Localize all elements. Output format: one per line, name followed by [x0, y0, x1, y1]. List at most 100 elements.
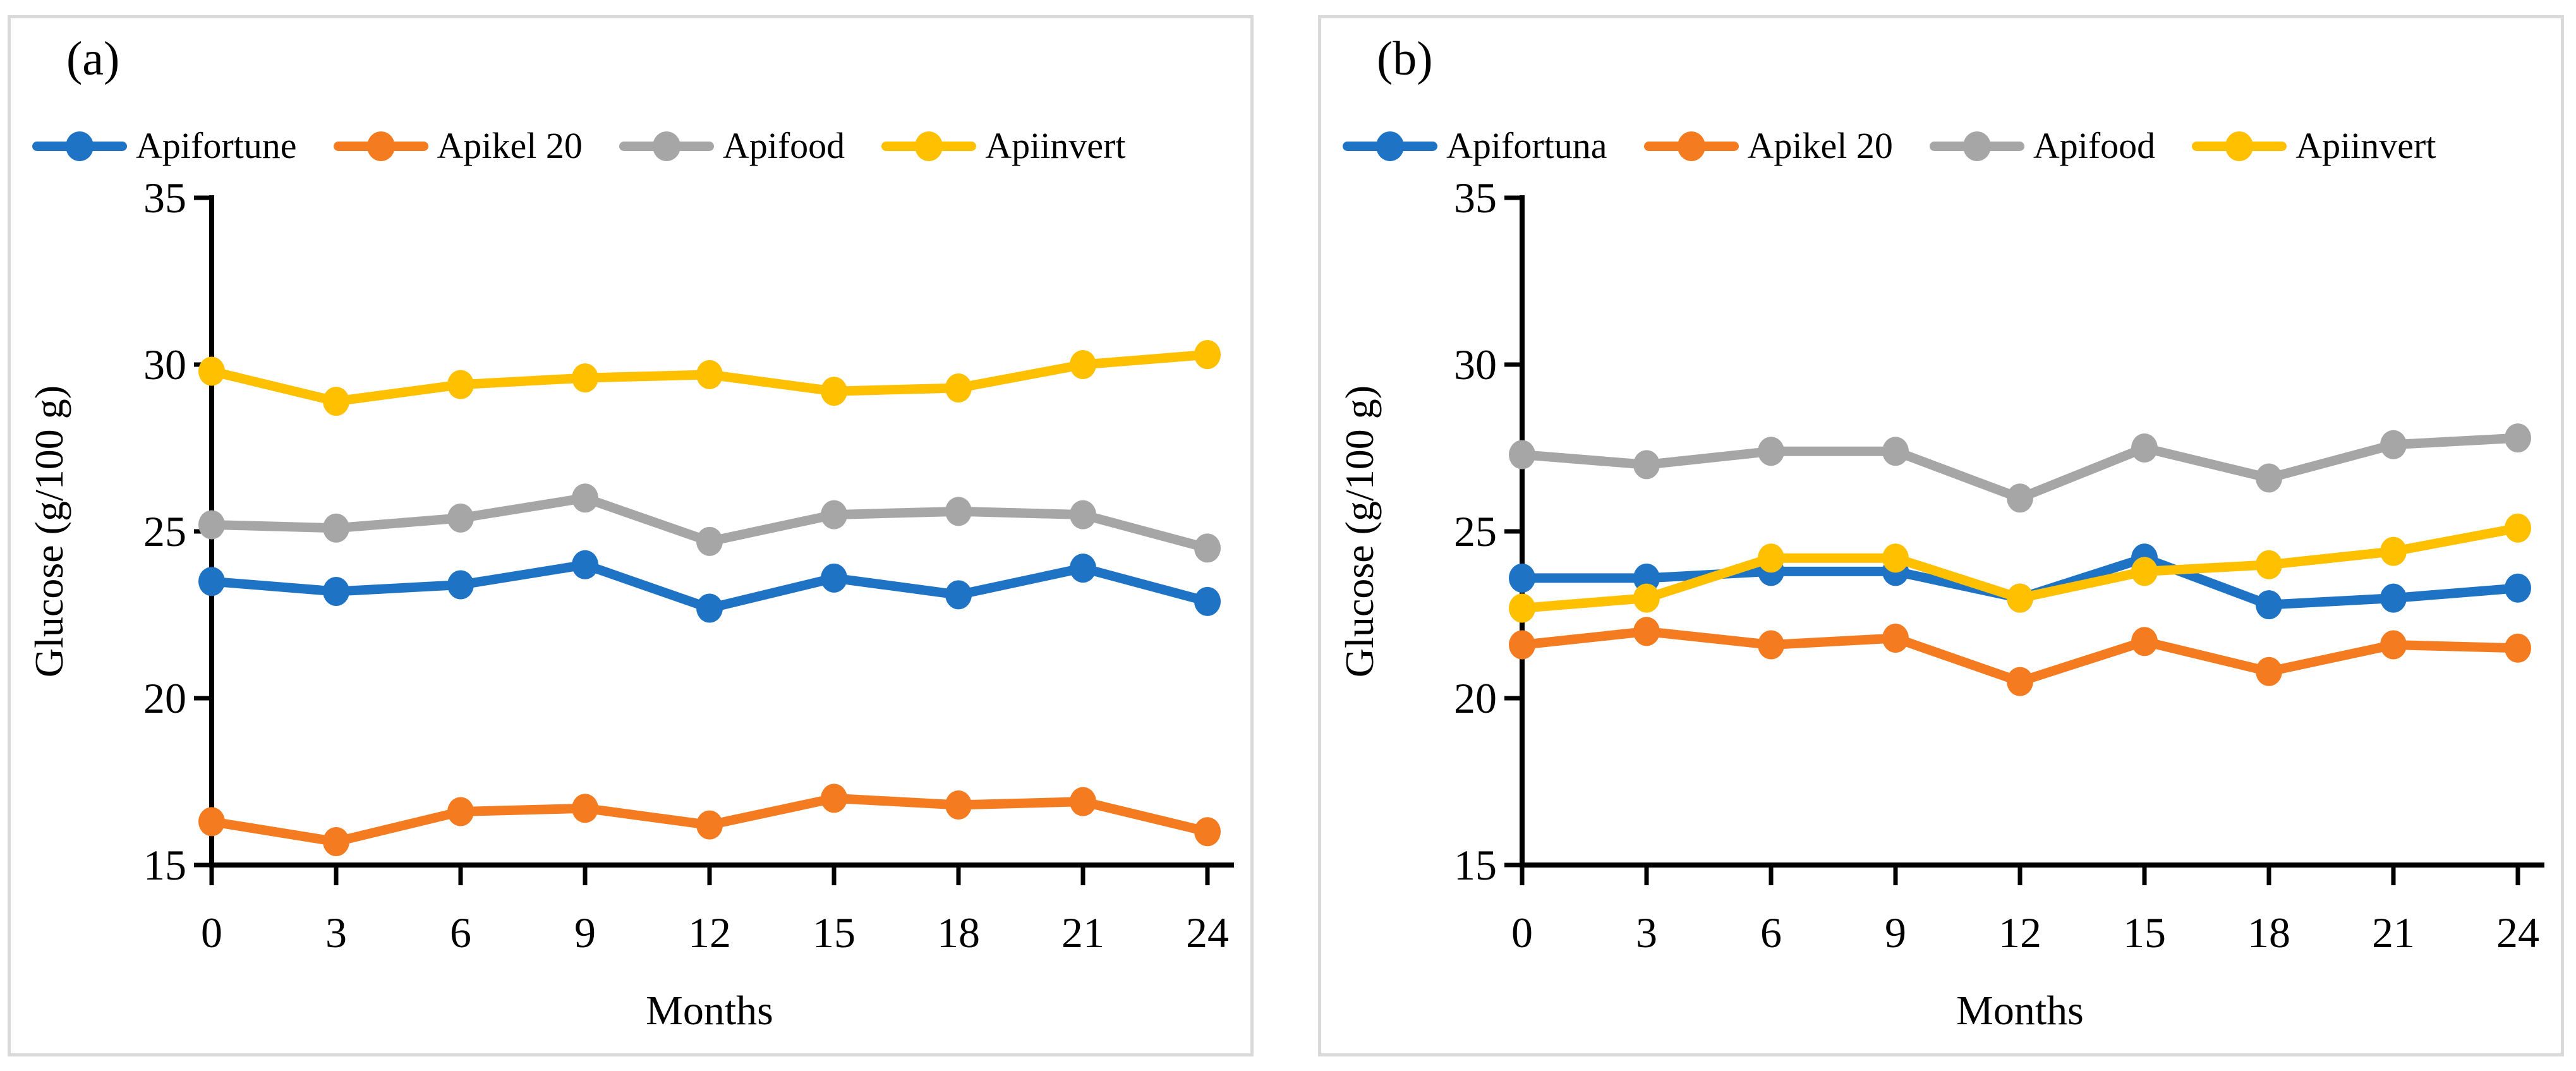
legend-item-apikel-20: Apikel 20: [333, 124, 583, 167]
legend-marker-dot: [1376, 131, 1404, 161]
x-tick-label: 12: [1999, 909, 2041, 957]
legend-marker-dot: [2225, 131, 2254, 161]
x-axis-title: Months: [646, 988, 773, 1034]
data-point-marker: [1194, 340, 1221, 370]
legend-marker-dot: [1962, 131, 1991, 161]
data-point-marker: [1509, 440, 1535, 469]
y-tick-label: 20: [1454, 674, 1497, 722]
x-tick-label: 6: [450, 909, 471, 957]
data-point-marker: [1509, 630, 1535, 660]
legend-item-apifortuna: Apifortuna: [1343, 124, 1607, 167]
data-point-marker: [1882, 543, 1909, 573]
data-point-marker: [2380, 430, 2407, 459]
legend-marker-dot: [66, 131, 94, 161]
data-point-marker: [447, 797, 474, 826]
data-point-marker: [696, 526, 723, 556]
data-point-marker: [447, 570, 474, 600]
data-point-marker: [696, 360, 723, 389]
legend-label: Apiinvert: [2295, 125, 2436, 166]
data-point-marker: [572, 794, 598, 823]
legend-line-marker-icon: [619, 126, 714, 166]
legend-label: Apikel 20: [437, 125, 583, 166]
data-point-marker: [2256, 463, 2282, 493]
data-point-marker: [198, 807, 225, 837]
legend-label: Apifood: [2033, 125, 2156, 166]
data-point-marker: [323, 827, 349, 857]
data-point-marker: [198, 567, 225, 596]
data-point-marker: [323, 387, 349, 416]
data-point-marker: [1758, 630, 1784, 660]
legend-item-apiinvert: Apiinvert: [881, 124, 1125, 167]
data-point-marker: [572, 550, 598, 579]
data-point-marker: [323, 513, 349, 543]
data-point-marker: [2131, 627, 2158, 657]
x-tick-label: 24: [2496, 909, 2539, 957]
data-point-marker: [572, 363, 598, 393]
data-point-marker: [198, 356, 225, 386]
panel-a-letter: (a): [66, 32, 120, 85]
x-tick-label: 9: [1885, 909, 1906, 957]
data-point-marker: [2007, 483, 2033, 513]
panel-b-legend: Apifortuna Apikel 20 Apifood Apiinvert: [1343, 124, 2436, 167]
data-point-marker: [2380, 630, 2407, 660]
data-point-marker: [945, 497, 972, 526]
data-point-marker: [1070, 787, 1096, 816]
data-point-marker: [1633, 563, 1660, 593]
data-point-marker: [821, 377, 847, 406]
data-point-marker: [1070, 500, 1096, 529]
data-point-marker: [2380, 583, 2407, 613]
x-tick-label: 3: [1636, 909, 1657, 957]
legend-item-apifood: Apifood: [619, 124, 845, 167]
panel-b: (b) Apifortuna Apikel 20 Apifood Apiinvert …: [1318, 15, 2564, 1056]
x-tick-label: 18: [937, 909, 980, 957]
x-tick-label: 0: [1511, 909, 1533, 957]
data-point-marker: [945, 373, 972, 402]
data-point-marker: [1194, 586, 1221, 616]
data-point-marker: [2505, 513, 2531, 543]
legend-label: Apiinvert: [985, 125, 1126, 166]
x-tick-label: 15: [813, 909, 856, 957]
data-point-marker: [945, 580, 972, 610]
legend-item-apifood: Apifood: [1929, 124, 2156, 167]
data-point-marker: [2505, 633, 2531, 663]
data-point-marker: [323, 577, 349, 607]
panel-b-chart: 15 20 25 30 35 0 3 6 9 12 15 18 21 24 Months Glucose (g…: [1337, 174, 2544, 1034]
x-tick-label: 21: [1061, 909, 1104, 957]
x-tick-label: 9: [574, 909, 596, 957]
data-point-marker: [2007, 583, 2033, 613]
legend-label: Apifood: [722, 125, 845, 166]
data-point-marker: [1758, 437, 1784, 466]
panel-a-legend: Apifortune Apikel 20 Apifood Apiinvert: [32, 124, 1125, 167]
legend-line-marker-icon: [2192, 126, 2287, 166]
legend-line-marker-icon: [1929, 126, 2024, 166]
data-point-marker: [1633, 583, 1660, 613]
legend-label: Apifortune: [136, 125, 297, 166]
y-axis-title: Glucose (g/100 g): [1337, 385, 1382, 677]
data-point-marker: [2256, 550, 2282, 579]
legend-marker-dot: [915, 131, 943, 161]
y-tick-label: 30: [143, 341, 186, 389]
data-point-marker: [2131, 433, 2158, 463]
x-tick-label: 15: [2123, 909, 2166, 957]
x-tick-label: 0: [201, 909, 222, 957]
x-tick-label: 3: [325, 909, 347, 957]
data-point-marker: [2256, 590, 2282, 620]
data-point-marker: [821, 563, 847, 593]
x-tick-label: 18: [2247, 909, 2290, 957]
data-point-marker: [2380, 536, 2407, 566]
legend-line-marker-icon: [333, 126, 428, 166]
data-point-marker: [447, 370, 474, 399]
panel-a: (a) Apifortune Apikel 20 Apifood Apiinvert …: [8, 15, 1254, 1056]
y-tick-label: 30: [1454, 341, 1497, 389]
data-point-marker: [2007, 667, 2033, 696]
x-tick-label: 21: [2372, 909, 2415, 957]
y-tick-label: 25: [143, 507, 186, 555]
panel-b-letter: (b): [1377, 32, 1433, 85]
data-point-marker: [1509, 563, 1535, 593]
x-tick-label: 6: [1760, 909, 1782, 957]
data-point-marker: [1509, 593, 1535, 623]
legend-label: Apifortuna: [1446, 125, 1607, 166]
legend-marker-dot: [652, 131, 680, 161]
x-tick-label: 12: [688, 909, 731, 957]
legend-label: Apikel 20: [1747, 125, 1893, 166]
